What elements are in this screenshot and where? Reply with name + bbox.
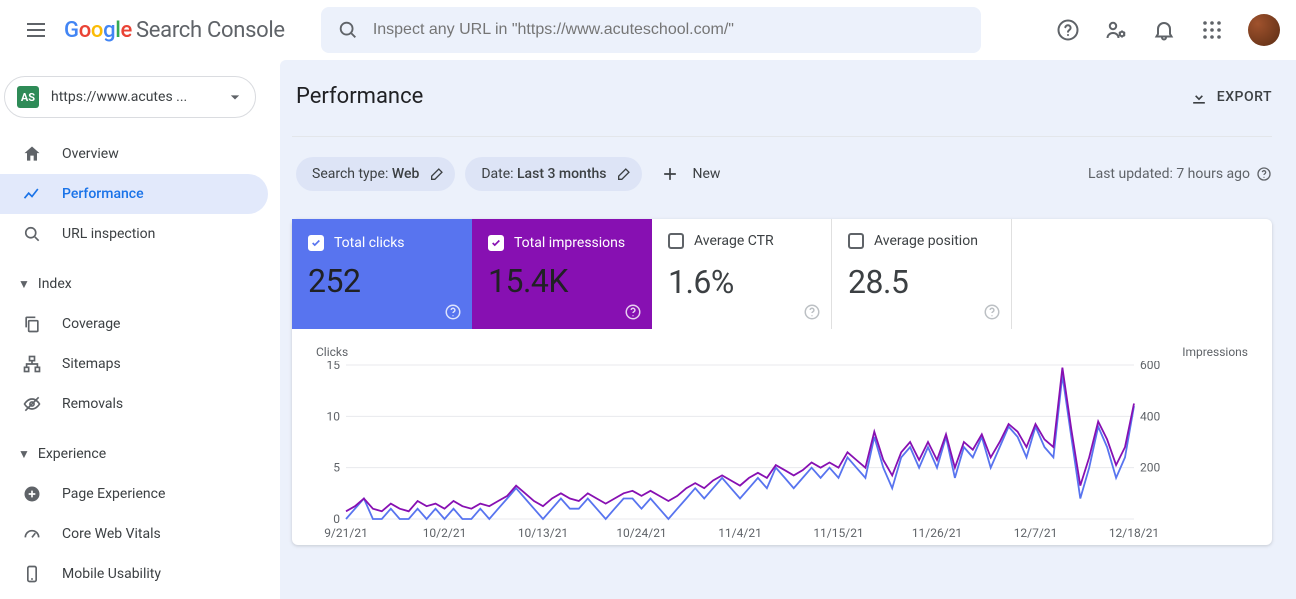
property-label: https://www.acutes ... (51, 89, 225, 105)
url-inspect-input[interactable] (371, 20, 965, 40)
svg-text:9/21/21: 9/21/21 (324, 526, 368, 540)
svg-text:10/2/21: 10/2/21 (423, 526, 467, 540)
metric-impressions[interactable]: Total impressions 15.4K (472, 219, 652, 329)
svg-text:11/26/21: 11/26/21 (912, 526, 962, 540)
sidebar-item-sitemaps[interactable]: Sitemaps (0, 344, 268, 384)
search-icon (337, 19, 359, 41)
chevron-down-icon: ▼ (18, 277, 30, 291)
sidebar-item-performance[interactable]: Performance (0, 174, 268, 214)
sidebar-item-removals[interactable]: Removals (0, 384, 268, 424)
help-icon[interactable] (444, 303, 462, 321)
sidebar-section-experience[interactable]: ▼Experience (0, 434, 268, 474)
plus-circle-icon (20, 484, 44, 504)
property-favicon: AS (17, 86, 39, 108)
sidebar-section-index[interactable]: ▼Index (0, 264, 268, 304)
gauge-icon (20, 524, 44, 544)
chevron-down-icon: ▼ (18, 447, 30, 461)
eye-off-icon (20, 394, 44, 414)
filter-chip-search-type[interactable]: Search type: Web (296, 157, 455, 191)
sidebar-item-label: Mobile Usability (62, 566, 161, 582)
download-icon (1189, 87, 1209, 107)
help-icon[interactable] (803, 303, 821, 321)
pencil-icon (616, 166, 632, 182)
help-icon[interactable] (1256, 166, 1272, 182)
home-icon (20, 144, 44, 164)
svg-text:15: 15 (327, 361, 341, 372)
chevron-down-icon (225, 87, 245, 107)
sidebar-item-mobile[interactable]: Mobile Usability (0, 554, 268, 594)
users-settings-icon[interactable] (1096, 10, 1136, 50)
svg-text:5: 5 (333, 461, 340, 475)
sidebar-item-label: Core Web Vitals (62, 526, 161, 542)
svg-text:10/24/21: 10/24/21 (616, 526, 666, 540)
sidebar-item-overview[interactable]: Overview (0, 134, 268, 174)
property-selector[interactable]: AS https://www.acutes ... (4, 76, 256, 118)
svg-text:400: 400 (1140, 409, 1160, 423)
plus-icon (660, 164, 680, 184)
performance-card: Total clicks 252 Total impressions 15.4K… (292, 219, 1272, 545)
filter-chip-date[interactable]: Date: Last 3 months (465, 157, 642, 191)
search-icon (20, 224, 44, 244)
metric-clicks[interactable]: Total clicks 252 (292, 219, 472, 329)
svg-text:200: 200 (1140, 461, 1160, 475)
svg-text:12/18/21: 12/18/21 (1109, 526, 1159, 540)
sidebar-item-label: Overview (62, 146, 119, 162)
sidebar-item-cwv[interactable]: Core Web Vitals (0, 514, 268, 554)
svg-text:10: 10 (327, 409, 341, 423)
svg-text:600: 600 (1140, 361, 1160, 372)
right-axis-title: Impressions (1182, 345, 1248, 359)
svg-text:12/7/21: 12/7/21 (1014, 526, 1058, 540)
sidebar-item-label: Performance (62, 186, 144, 202)
sidebar-item-label: Removals (62, 396, 123, 412)
sidebar-item-label: Page Experience (62, 486, 165, 502)
left-axis-title: Clicks (316, 345, 348, 359)
apps-grid-icon[interactable] (1192, 10, 1232, 50)
export-label: EXPORT (1217, 89, 1272, 105)
sidebar-item-url[interactable]: URL inspection (0, 214, 268, 254)
add-filter-button[interactable]: New (660, 164, 720, 184)
svg-text:11/4/21: 11/4/21 (718, 526, 762, 540)
sidebar-item-label: URL inspection (62, 226, 155, 242)
trend-icon (20, 184, 44, 204)
sidebar-item-coverage[interactable]: Coverage (0, 304, 268, 344)
help-icon[interactable] (983, 303, 1001, 321)
hamburger-menu[interactable] (16, 10, 56, 50)
svg-text:10/13/21: 10/13/21 (518, 526, 568, 540)
product-name: Search Console (136, 18, 285, 43)
help-icon[interactable] (1048, 10, 1088, 50)
sidebar-item-page-exp[interactable]: Page Experience (0, 474, 268, 514)
sidebar-item-label: Coverage (62, 316, 120, 332)
export-button[interactable]: EXPORT (1189, 87, 1272, 107)
help-icon[interactable] (624, 303, 642, 321)
sidebar-item-label: Sitemaps (62, 356, 121, 372)
sitemap-icon (20, 354, 44, 374)
metric-ctr[interactable]: Average CTR 1.6% (652, 219, 832, 329)
svg-text:0: 0 (333, 512, 340, 526)
pencil-icon (429, 166, 445, 182)
page-title: Performance (296, 84, 423, 109)
svg-text:11/15/21: 11/15/21 (813, 526, 863, 540)
sidebar: AS https://www.acutes ... Overview Perfo… (0, 60, 280, 599)
notifications-icon[interactable] (1144, 10, 1184, 50)
performance-chart: 0 5 10 15 200 400 600 9/21/21 10/2/21 10/13/21 10/… (312, 361, 1174, 541)
account-avatar[interactable] (1248, 14, 1280, 46)
last-updated: Last updated: 7 hours ago (1088, 166, 1272, 182)
url-inspect-search[interactable] (321, 7, 981, 53)
metric-position[interactable]: Average position 28.5 (832, 219, 1012, 329)
mobile-icon (20, 564, 44, 584)
google-search-console-logo: Google Search Console (64, 18, 285, 43)
copy-icon (20, 314, 44, 334)
